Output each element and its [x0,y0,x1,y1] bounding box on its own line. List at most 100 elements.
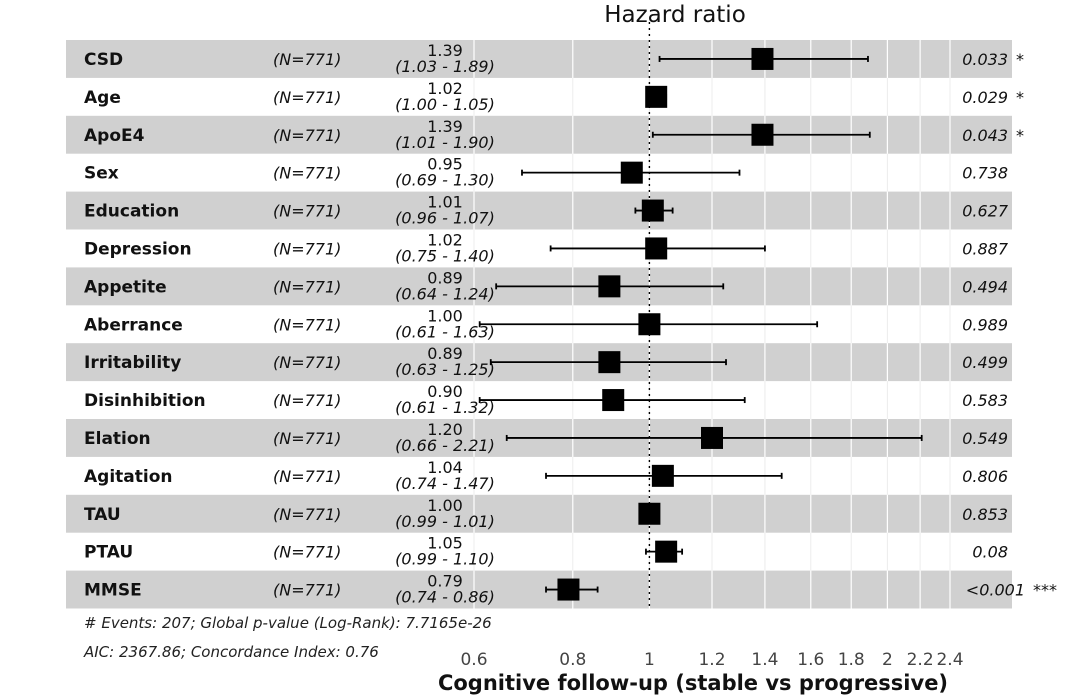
variable-label: Appetite [84,277,167,297]
variable-label: Irritability [84,353,181,373]
p-value: 0.853 [962,505,1008,524]
p-value: 0.583 [962,391,1008,410]
footnote-aic: AIC: 2367.86; Concordance Index: 0.76 [83,643,379,661]
hr-marker [641,199,664,222]
p-value: 0.887 [962,239,1009,258]
ci-value: (0.61 - 1.63) [395,322,495,341]
hr-marker [598,351,621,374]
hr-value: 1.39 [427,41,463,60]
ci-value: (0.61 - 1.32) [395,398,495,417]
ci-value: (0.64 - 1.24) [395,284,495,303]
hr-marker [645,85,668,108]
x-tick-label: 1 [644,650,655,670]
table-row: Depression (N=771) 1.02(0.75 - 1.40) 0.887 [84,230,1009,265]
hr-value: 1.01 [427,193,463,212]
hr-value: 1.05 [427,534,463,553]
variable-label: Depression [84,239,192,259]
variable-label: Disinhibition [84,391,206,411]
n-label: (N=771) [273,239,341,258]
variable-label: MMSE [84,581,142,601]
hr-value: 0.79 [427,572,463,591]
table-row: PTAU (N=771) 1.05(0.99 - 1.10) 0.08 [84,534,1008,569]
hr-value: 0.90 [427,382,463,401]
n-label: (N=771) [273,543,341,562]
hr-marker [751,47,774,70]
table-row: Appetite (N=771) 0.89(0.64 - 1.24) 0.494 [84,268,1008,303]
hr-marker [598,275,621,298]
variable-label: CSD [84,50,123,70]
x-axis-label: Cognitive follow-up (stable vs progressi… [438,671,948,695]
p-value: 0.499 [962,353,1008,372]
table-row: Disinhibition (N=771) 0.90(0.61 - 1.32) 0.5… [84,382,1008,417]
p-value: <0.001 [966,581,1025,600]
hr-marker [638,313,661,336]
ci-value: (0.66 - 2.21) [395,436,495,455]
ci-value: (0.74 - 1.47) [395,474,495,493]
hr-marker [602,389,625,412]
ci-value: (0.69 - 1.30) [395,171,495,190]
hr-value: 0.89 [427,268,463,287]
hr-value: 0.89 [427,344,463,363]
hr-marker [620,161,643,184]
n-label: (N=771) [273,353,341,372]
x-tick-label: 2 [882,650,893,670]
table-row: CSD (N=771) 1.39(1.03 - 1.89) 0.033 * [84,41,1024,76]
ci-value: (0.75 - 1.40) [395,246,495,265]
ci-value: (0.99 - 1.01) [395,512,495,531]
p-value: 0.043 [962,126,1008,145]
table-row: MMSE (N=771) 0.79(0.74 - 0.86) <0.001 *** [84,572,1057,607]
significance-stars: * [1016,88,1024,107]
x-tick-label: 1.2 [698,650,725,670]
hr-marker [751,123,774,146]
hr-value: 1.20 [427,420,463,439]
x-tick-label: 2.4 [936,650,963,670]
x-tick-label: 1.4 [751,650,778,670]
table-row: Age (N=771) 1.02(1.00 - 1.05) 0.029 * [84,79,1024,114]
variable-label: Elation [84,429,151,449]
hr-value: 0.95 [427,155,463,174]
table-row: Agitation (N=771) 1.04(0.74 - 1.47) 0.806 [84,458,1008,493]
p-value: 0.029 [962,88,1008,107]
p-value: 0.494 [962,277,1008,296]
ci-value: (0.63 - 1.25) [395,360,495,379]
table-row: Aberrance (N=771) 1.00(0.61 - 1.63) 0.989 [84,306,1008,341]
p-value: 0.08 [972,543,1008,562]
variable-label: Sex [84,164,119,184]
table-row: Education (N=771) 1.01(0.96 - 1.07) 0.627 [84,193,1009,228]
table-row: TAU (N=771) 1.00(0.99 - 1.01) 0.853 [84,496,1008,531]
hr-value: 1.02 [427,79,463,98]
variable-label: Agitation [84,467,173,487]
hr-marker [645,237,668,260]
hr-value: 1.39 [427,117,463,136]
x-tick-label: 0.6 [460,650,487,670]
significance-stars: * [1016,126,1024,145]
p-value: 0.806 [962,467,1008,486]
hr-value: 1.00 [427,306,463,325]
significance-stars: *** [1033,581,1057,600]
x-tick-label: 1.6 [797,650,824,670]
row-stripe [66,40,1012,78]
table-row: ApoE4 (N=771) 1.39(1.01 - 1.90) 0.043 * [84,117,1024,152]
n-label: (N=771) [273,429,341,448]
ci-value: (0.99 - 1.10) [395,550,495,569]
p-value: 0.033 [962,50,1008,69]
n-label: (N=771) [273,505,341,524]
n-label: (N=771) [273,126,341,145]
n-label: (N=771) [273,391,341,410]
n-label: (N=771) [273,50,341,69]
hr-marker [557,578,580,601]
ci-value: (0.96 - 1.07) [395,209,495,228]
ci-value: (0.74 - 0.86) [395,588,495,607]
ci-value: (1.00 - 1.05) [395,95,495,114]
ci-value: (1.03 - 1.89) [395,57,495,76]
variable-label: Education [84,202,179,222]
hr-value: 1.00 [427,496,463,515]
n-label: (N=771) [273,581,341,600]
hr-marker [651,464,674,487]
n-label: (N=771) [273,202,341,221]
hr-marker [701,426,723,449]
footnote-events: # Events: 207; Global p-value (Log-Rank)… [84,614,492,632]
x-tick-label: 0.8 [559,650,586,670]
table-row: Elation (N=771) 1.20(0.66 - 2.21) 0.549 [84,420,1008,455]
